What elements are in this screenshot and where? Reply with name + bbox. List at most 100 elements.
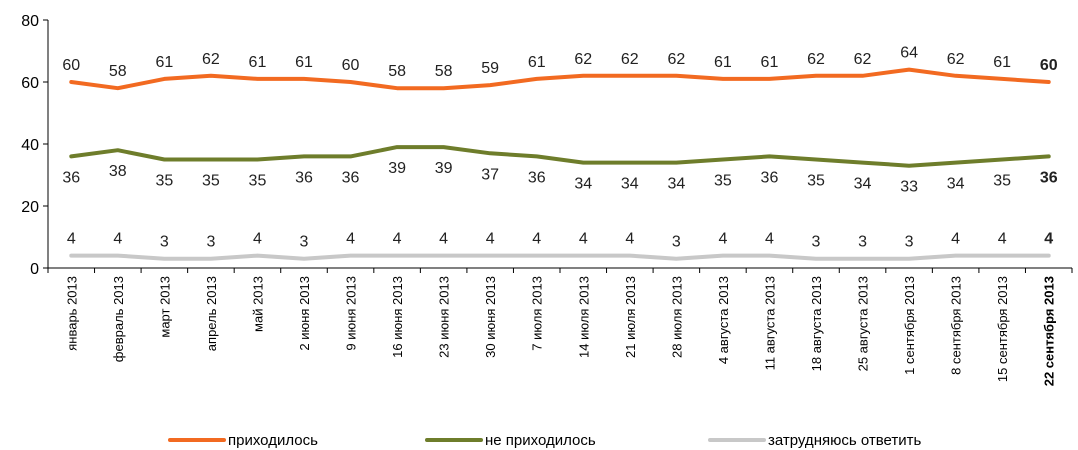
y-tick-label: 20 bbox=[21, 199, 39, 216]
x-tick-label: 14 июля 2013 bbox=[576, 276, 591, 358]
data-label: 4 bbox=[1044, 231, 1053, 248]
x-tick-label: 18 августа 2013 bbox=[809, 276, 824, 371]
x-tick-label: 1 сентября 2013 bbox=[902, 276, 917, 375]
data-label: 37 bbox=[481, 166, 499, 183]
data-label: 62 bbox=[574, 51, 592, 68]
data-label: 62 bbox=[621, 51, 639, 68]
data-label: 61 bbox=[761, 54, 779, 71]
x-tick-label: 23 июня 2013 bbox=[437, 276, 452, 358]
series-line-2 bbox=[69, 253, 1051, 261]
data-label: 4 bbox=[253, 231, 262, 248]
x-tick-label: 4 августа 2013 bbox=[716, 276, 731, 364]
x-tick-label: 8 сентября 2013 bbox=[949, 276, 964, 375]
data-label: 60 bbox=[62, 57, 80, 74]
data-label: 58 bbox=[435, 63, 453, 80]
data-label: 4 bbox=[765, 231, 774, 248]
data-label: 3 bbox=[160, 234, 169, 251]
series-line-0 bbox=[69, 67, 1051, 91]
x-tick-label: 9 июня 2013 bbox=[344, 276, 359, 351]
data-label: 35 bbox=[807, 173, 825, 190]
x-tick-label: 30 июня 2013 bbox=[483, 276, 498, 358]
data-label: 33 bbox=[900, 179, 918, 196]
data-label: 38 bbox=[109, 163, 127, 180]
data-label: 61 bbox=[155, 54, 173, 71]
data-label: 62 bbox=[947, 51, 965, 68]
data-label: 3 bbox=[858, 234, 867, 251]
data-label: 62 bbox=[202, 51, 220, 68]
y-tick-label: 0 bbox=[30, 261, 39, 278]
data-label: 61 bbox=[993, 54, 1011, 71]
data-label: 4 bbox=[346, 231, 355, 248]
data-label: 36 bbox=[761, 169, 779, 186]
data-label: 36 bbox=[295, 169, 313, 186]
data-label: 4 bbox=[486, 231, 495, 248]
data-label: 58 bbox=[388, 63, 406, 80]
data-label: 36 bbox=[62, 169, 80, 186]
data-label: 59 bbox=[481, 60, 499, 77]
data-label: 34 bbox=[947, 176, 965, 193]
data-label: 4 bbox=[113, 231, 122, 248]
y-tick-label: 80 bbox=[21, 13, 39, 30]
legend-item-prikhodilos: приходилось bbox=[168, 430, 318, 450]
data-label: 64 bbox=[900, 45, 918, 62]
data-label: 3 bbox=[812, 234, 821, 251]
data-label: 4 bbox=[718, 231, 727, 248]
data-label: 4 bbox=[579, 231, 588, 248]
data-label: 58 bbox=[109, 63, 127, 80]
data-label: 39 bbox=[435, 160, 453, 177]
data-label: 61 bbox=[249, 54, 267, 71]
x-tick-label: 15 сентября 2013 bbox=[995, 276, 1010, 382]
data-label: 60 bbox=[1040, 57, 1058, 74]
legend-label: затрудняюсь ответить bbox=[768, 431, 922, 449]
data-label: 34 bbox=[667, 176, 685, 193]
data-label: 3 bbox=[206, 234, 215, 251]
data-label: 35 bbox=[202, 173, 220, 190]
series-line-1 bbox=[69, 145, 1051, 168]
data-label: 39 bbox=[388, 160, 406, 177]
data-label: 4 bbox=[998, 231, 1007, 248]
legend-item-zatrudnyayus: затрудняюсь ответить bbox=[708, 430, 921, 450]
data-label: 4 bbox=[532, 231, 541, 248]
data-label: 34 bbox=[574, 176, 592, 193]
y-tick-label: 60 bbox=[21, 75, 39, 92]
x-tick-label: 22 сентября 2013 bbox=[1042, 276, 1057, 386]
line-chart: 0 20 40 60 80 январь 2013 февраль 2013 март 201… bbox=[21, 13, 1073, 386]
data-label: 62 bbox=[854, 51, 872, 68]
x-tick-label: 28 июля 2013 bbox=[669, 276, 684, 358]
data-label: 61 bbox=[714, 54, 732, 71]
data-label: 34 bbox=[854, 176, 872, 193]
data-label: 62 bbox=[807, 51, 825, 68]
x-tick-label: 25 августа 2013 bbox=[856, 276, 871, 371]
data-label: 34 bbox=[621, 176, 639, 193]
data-label: 36 bbox=[342, 169, 360, 186]
x-tick-label: 21 июля 2013 bbox=[623, 276, 638, 358]
legend-item-ne-prikhodilos: не приходилось bbox=[425, 430, 596, 450]
data-label: 62 bbox=[667, 51, 685, 68]
x-tick-label: январь 2013 bbox=[64, 276, 79, 351]
legend: приходилось не приходилось затрудняюсь о… bbox=[0, 430, 1078, 450]
legend-swatch-gray bbox=[708, 438, 766, 442]
data-label: 4 bbox=[951, 231, 960, 248]
x-tick-label: 2 июня 2013 bbox=[297, 276, 312, 351]
data-label: 4 bbox=[625, 231, 634, 248]
y-tick-label: 40 bbox=[21, 137, 39, 154]
x-tick-label: апрель 2013 bbox=[204, 276, 219, 351]
x-tick-label: март 2013 bbox=[157, 276, 172, 338]
legend-label: приходилось bbox=[228, 431, 318, 449]
data-label: 3 bbox=[672, 234, 681, 251]
data-label: 3 bbox=[905, 234, 914, 251]
legend-swatch-orange bbox=[168, 438, 226, 442]
data-label: 3 bbox=[300, 234, 309, 251]
x-tick-label: 16 июня 2013 bbox=[390, 276, 405, 358]
data-label: 35 bbox=[714, 173, 732, 190]
data-label: 36 bbox=[1040, 169, 1058, 186]
x-tick-label: май 2013 bbox=[250, 276, 265, 332]
data-label: 35 bbox=[249, 173, 267, 190]
legend-label: не приходилось bbox=[485, 431, 596, 449]
data-label: 35 bbox=[993, 173, 1011, 190]
x-tick-label: 7 июля 2013 bbox=[530, 276, 545, 351]
x-tick-label: февраль 2013 bbox=[111, 276, 126, 362]
data-label: 61 bbox=[295, 54, 313, 71]
data-label: 4 bbox=[393, 231, 402, 248]
x-tick-label: 11 августа 2013 bbox=[762, 276, 777, 370]
